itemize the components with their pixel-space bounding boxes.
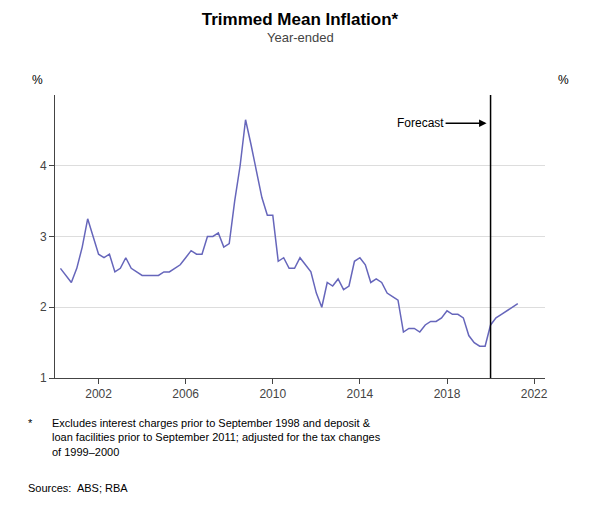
svg-text:Forecast: Forecast xyxy=(397,116,444,130)
svg-text:2006: 2006 xyxy=(172,387,199,401)
svg-text:2022: 2022 xyxy=(521,387,548,401)
svg-text:2: 2 xyxy=(40,300,47,314)
svg-text:2010: 2010 xyxy=(259,387,286,401)
svg-text:Sources: ABS; RBA: Sources: ABS; RBA xyxy=(28,482,128,494)
svg-text:*: * xyxy=(28,417,33,429)
svg-text:Year-ended: Year-ended xyxy=(267,30,334,45)
svg-text:%: % xyxy=(558,73,569,87)
svg-text:Excludes interest charges prio: Excludes interest charges prior to Septe… xyxy=(52,417,381,458)
svg-text:2002: 2002 xyxy=(85,387,112,401)
svg-text:2018: 2018 xyxy=(434,387,461,401)
svg-text:3: 3 xyxy=(40,230,47,244)
svg-text:Trimmed Mean Inflation*: Trimmed Mean Inflation* xyxy=(202,10,399,29)
svg-text:%: % xyxy=(32,73,43,87)
svg-text:2014: 2014 xyxy=(347,387,374,401)
svg-text:4: 4 xyxy=(40,159,47,173)
svg-text:1: 1 xyxy=(40,371,47,385)
